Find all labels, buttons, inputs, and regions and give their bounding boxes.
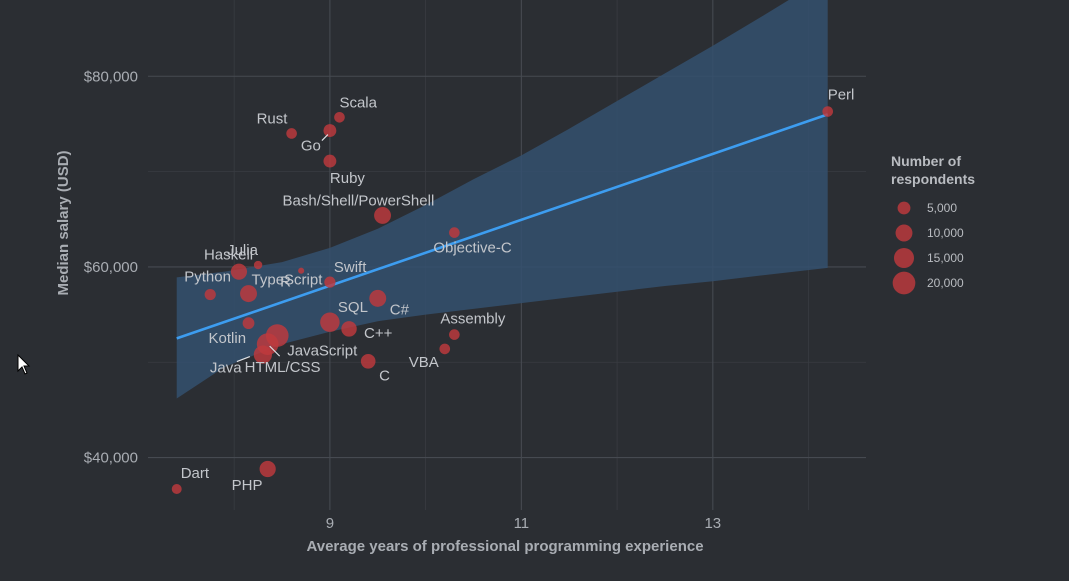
point-c- (369, 289, 387, 307)
mouse-cursor-icon (17, 354, 31, 375)
legend-circle (895, 224, 913, 242)
y-axis-title: Median salary (USD) (55, 150, 72, 295)
label-typescript: TypeScript (252, 272, 324, 289)
y-tick-label: $40,000 (84, 450, 138, 467)
leader-go (321, 134, 329, 142)
legend-label: 15,000 (927, 251, 964, 265)
label-assembly: Assembly (440, 311, 506, 328)
point-haskell (230, 263, 248, 280)
point-swift (324, 276, 336, 288)
label-swift: Swift (334, 259, 367, 276)
label-c-: C++ (364, 325, 393, 342)
point-labels: Perl Scala Go Rust Ruby Bash/Shell/PowerShell… (181, 87, 855, 494)
point-ruby (323, 154, 337, 168)
x-axis-title: Average years of professional programmin… (306, 538, 703, 555)
label-sql: SQL (338, 299, 368, 316)
legend-title-line1: Number of (891, 153, 961, 169)
label-java: Java (210, 360, 242, 377)
point-objective-c (449, 227, 460, 238)
label-c-: C# (390, 301, 410, 318)
label-haskell: Haskell (204, 247, 253, 264)
point-assembly (449, 329, 460, 340)
label-scala: Scala (339, 94, 377, 111)
label-kotlin: Kotlin (209, 330, 247, 347)
label-c: C (379, 367, 390, 384)
label-objective-c: Objective-C (433, 240, 512, 257)
legend-label: 20,000 (927, 276, 964, 290)
label-r: R (280, 274, 291, 291)
x-tick-label: 11 (514, 515, 530, 532)
trend-line (176, 113, 829, 340)
label-ruby: Ruby (330, 170, 366, 187)
x-tick-label: 13 (704, 515, 721, 532)
point-bash-shell-powershell (374, 206, 392, 224)
point-dart (171, 484, 182, 495)
legend-title-line2: respondents (891, 171, 975, 187)
point-vba (439, 343, 451, 355)
confidence-band (176, 0, 828, 399)
legend-circle (897, 201, 911, 215)
point-java (253, 345, 273, 364)
label-dart: Dart (181, 465, 210, 482)
point-scala (334, 111, 345, 123)
label-rust: Rust (257, 110, 289, 127)
point-r (298, 267, 305, 274)
point-kotlin (242, 317, 255, 330)
label-bash-shell-powershell: Bash/Shell/PowerShell (283, 192, 435, 209)
y-tick-label: $60,000 (84, 259, 138, 276)
label-julia: Julia (227, 242, 259, 259)
legend-label: 10,000 (927, 226, 964, 240)
legend-items: 5,000 10,000 15,000 20,000 (892, 201, 964, 295)
label-perl: Perl (828, 87, 855, 104)
point-sql (320, 312, 340, 332)
label-leader-lines (236, 134, 329, 363)
point-perl (822, 106, 834, 117)
legend-circle (892, 271, 916, 295)
point-php (259, 460, 276, 478)
point-python (204, 288, 216, 301)
point-rust (286, 128, 297, 139)
point-c (360, 353, 376, 369)
label-javascript: JavaScript (287, 343, 358, 360)
point-typescript (240, 285, 257, 303)
size-legend: Number of respondents 5,000 10,000 15,000 2… (891, 153, 975, 295)
legend-circle (893, 247, 915, 269)
legend-label: 5,000 (927, 201, 957, 215)
point-julia (253, 260, 263, 270)
label-vba: VBA (409, 354, 439, 371)
point-c- (341, 321, 357, 337)
y-tick-labels: $40,000 $60,000 $80,000 (84, 68, 138, 466)
point-go (323, 124, 337, 138)
x-tick-labels: 9 11 13 (326, 515, 721, 532)
y-tick-label: $80,000 (84, 68, 138, 85)
leader-java (236, 356, 251, 363)
data-points (171, 106, 834, 495)
leader-html-css (269, 345, 281, 357)
label-html-css: HTML/CSS (245, 359, 321, 376)
label-go: Go (301, 138, 321, 155)
x-tick-label: 9 (326, 515, 334, 532)
label-python: Python (184, 269, 231, 286)
label-php: PHP (232, 477, 263, 494)
